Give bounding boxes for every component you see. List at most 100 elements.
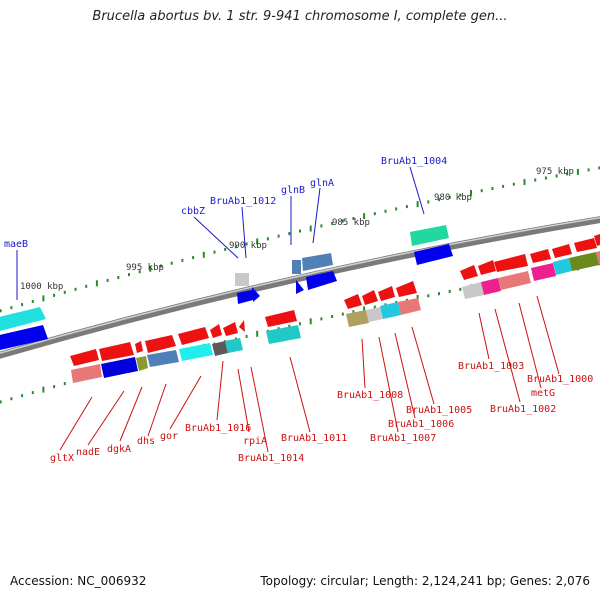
gene-arrow-BruAb1_1016[interactable]	[210, 324, 222, 338]
feature-block[interactable]	[266, 325, 301, 344]
minor-tick	[320, 224, 323, 228]
minor-tick	[534, 178, 537, 182]
gene-arrow-BruAb1_1003[interactable]	[460, 265, 478, 280]
feature-block[interactable]	[462, 282, 484, 299]
gene-label-BruAb1_1014[interactable]: BruAb1_1014	[238, 453, 304, 464]
gene-label-BruAb1_1006[interactable]: BruAb1_1006	[388, 419, 454, 430]
gene-arrow-BruAb1_1012[interactable]	[237, 287, 260, 304]
gene-arrow-BruAb1_1011[interactable]	[265, 310, 297, 327]
gene-block-cbbZ[interactable]	[235, 273, 249, 286]
major-tick	[363, 306, 366, 313]
gene-arrow-BruAb1_1006[interactable]	[378, 286, 395, 301]
feature-block[interactable]	[380, 302, 401, 319]
minor-tick	[53, 385, 56, 389]
feature-block[interactable]	[136, 356, 148, 371]
leader-line	[119, 386, 143, 442]
leader-line	[237, 368, 250, 433]
feature-block[interactable]	[398, 298, 421, 315]
feature-block[interactable]	[225, 338, 243, 353]
gene-arrow-nadE[interactable]	[99, 342, 134, 361]
gene-arrow-maeB[interactable]	[0, 307, 46, 331]
gene-label-gltX[interactable]: gltX	[50, 453, 74, 464]
minor-tick	[31, 300, 34, 303]
minor-tick	[544, 176, 547, 180]
feature-block[interactable]	[481, 278, 501, 295]
minor-tick	[21, 394, 24, 398]
feature-block[interactable]	[366, 307, 383, 322]
feature-block[interactable]	[569, 252, 599, 271]
gene-arrow-dgkA[interactable]	[135, 341, 143, 353]
minor-tick	[299, 322, 301, 326]
gene-arrow-right-1[interactable]	[552, 244, 572, 258]
gene-label-glnB[interactable]: glnB	[281, 185, 305, 196]
feature-block[interactable]	[531, 263, 556, 281]
minor-tick	[192, 256, 195, 260]
leader-line	[241, 206, 247, 259]
gene-arrow-BruAb1_1004[interactable]	[414, 244, 453, 265]
feature-block[interactable]	[147, 350, 179, 367]
minor-tick	[213, 250, 216, 254]
minor-tick	[395, 207, 398, 211]
gene-label-BruAb1_1007[interactable]: BruAb1_1007	[370, 433, 436, 444]
gene-arrow-glnA[interactable]	[306, 271, 337, 290]
gene-label-BruAb1_1005[interactable]: BruAb1_1005	[406, 405, 472, 416]
gene-label-BruAb1_1008[interactable]: BruAb1_1008	[337, 390, 403, 401]
gene-label-dgkA[interactable]: dgkA	[107, 444, 131, 455]
feature-block[interactable]	[346, 310, 369, 327]
gene-arrow-BruAb1_1002[interactable]	[478, 260, 496, 275]
gene-arrow-glnB[interactable]	[296, 280, 304, 294]
major-tick	[363, 213, 366, 220]
gene-arrow-metG[interactable]	[494, 254, 528, 272]
gene-arrow-rpiA[interactable]	[223, 322, 238, 336]
gene-block-BruAb1_1004[interactable]	[410, 225, 449, 246]
gene-arrow-right-2[interactable]	[574, 238, 597, 252]
gene-arrow-right-3[interactable]	[594, 234, 600, 246]
gene-label-BruAb1_1012[interactable]: BruAb1_1012	[210, 196, 276, 207]
feature-block[interactable]	[553, 258, 572, 275]
major-tick	[202, 251, 205, 258]
gene-label-nadE[interactable]: nadE	[76, 447, 100, 458]
gene-arrow-BruAb1_1005[interactable]	[396, 281, 417, 297]
minor-tick	[373, 212, 376, 216]
feature-block[interactable]	[212, 341, 228, 356]
feature-block[interactable]	[498, 271, 531, 290]
gene-label-BruAb1_1002[interactable]: BruAb1_1002	[490, 404, 556, 415]
feature-block[interactable]	[101, 357, 138, 378]
gene-arrow-BruAb1_1000[interactable]	[530, 249, 551, 263]
gene-label-BruAb1_1004[interactable]: BruAb1_1004	[381, 156, 447, 167]
genome-backbone	[0, 216, 600, 359]
gene-label-glnA[interactable]: glnA	[310, 178, 334, 189]
major-tick	[256, 238, 259, 245]
major-tick	[256, 330, 259, 337]
map-title: Brucella abortus bv. 1 str. 9-941 chromo…	[92, 9, 508, 24]
minor-tick	[10, 397, 13, 401]
gene-arrow-gor[interactable]	[178, 327, 209, 345]
minor-tick	[341, 312, 344, 316]
feature-block[interactable]	[596, 251, 600, 265]
tick-label: 975 kbp	[536, 167, 574, 177]
major-tick	[416, 295, 419, 301]
feature-block[interactable]	[71, 364, 102, 383]
gene-arrow-BruAb1_1007[interactable]	[362, 290, 378, 305]
gene-block-glnB[interactable]	[292, 260, 301, 274]
gene-label-cbbZ[interactable]: cbbZ	[181, 206, 205, 217]
gene-arrow-BruAb1_1008[interactable]	[344, 294, 362, 309]
gene-label-maeB[interactable]: maeB	[4, 239, 28, 250]
gene-arrow-gltX[interactable]	[70, 349, 99, 366]
gene-label-metG[interactable]: metG	[531, 388, 555, 399]
gene-label-dhs[interactable]: dhs	[137, 436, 155, 447]
gene-label-BruAb1_1011[interactable]: BruAb1_1011	[281, 433, 347, 444]
gene-arrow-maeB-cds[interactable]	[0, 325, 48, 350]
gene-label-BruAb1_1003[interactable]: BruAb1_1003	[458, 361, 524, 372]
feature-block[interactable]	[179, 343, 213, 361]
minor-tick	[459, 193, 462, 197]
gene-arrow-dhs[interactable]	[145, 335, 176, 353]
gene-arrow-BruAb1_1014[interactable]	[239, 320, 245, 332]
gene-label-BruAb1_1016[interactable]: BruAb1_1016	[185, 423, 251, 434]
tick-label: 995 kbp	[126, 263, 164, 273]
gene-block-glnA[interactable]	[302, 253, 333, 271]
gene-label-BruAb1_1000[interactable]: BruAb1_1000	[527, 374, 593, 385]
gene-label-rpiA[interactable]: rpiA	[243, 436, 267, 447]
minor-tick	[85, 284, 88, 288]
gene-label-gor[interactable]: gor	[160, 431, 178, 442]
